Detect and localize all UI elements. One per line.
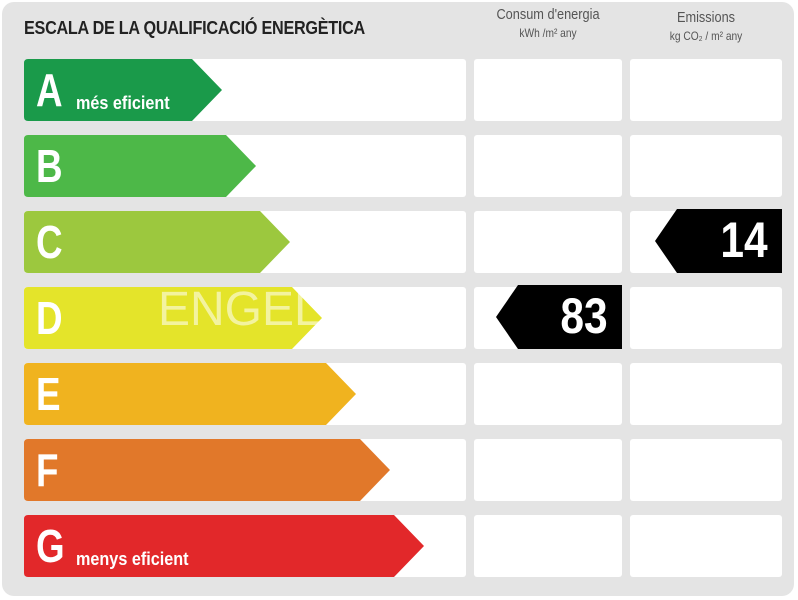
consumption-cell: [474, 515, 622, 577]
rating-arrow: [24, 211, 290, 273]
emissions-unit: kg CO₂ / m² any: [669, 29, 743, 43]
emissions-cell: [630, 439, 782, 501]
rating-letter: A: [36, 64, 63, 116]
consumption-cell: [474, 59, 622, 121]
rating-row-d: D 83: [0, 285, 798, 349]
rating-arrow: [24, 439, 390, 501]
rating-arrow: [24, 59, 222, 121]
rating-letter: B: [36, 140, 63, 192]
consumption-cell: [474, 135, 622, 197]
rating-arrow: [24, 287, 322, 349]
rating-arrow: [24, 515, 424, 577]
rating-letter: E: [36, 368, 61, 420]
consumption-label: Consum d'energia: [496, 6, 600, 23]
consumption-value: 83: [560, 288, 608, 344]
rating-arrow: [24, 135, 256, 197]
consumption-unit: kWh /m² any: [519, 26, 577, 40]
rating-row-b: B: [0, 135, 798, 197]
rating-letter: G: [36, 520, 65, 572]
rating-row-g: G menys eficient: [0, 515, 798, 577]
rating-description: menys eficient: [76, 549, 189, 569]
rating-row-c: C 14: [0, 209, 798, 273]
rating-row-a: A més eficient: [0, 59, 798, 121]
rating-arrow: [24, 363, 356, 425]
consumption-cell: [474, 211, 622, 273]
emissions-header: Emissions kg CO₂ / m² any: [641, 9, 770, 45]
rating-description: més eficient: [76, 93, 170, 113]
emissions-cell: [630, 135, 782, 197]
rating-letter: D: [36, 292, 63, 344]
emissions-cell: [630, 363, 782, 425]
consumption-cell: [474, 363, 622, 425]
consumption-cell: [474, 439, 622, 501]
emissions-value: 14: [720, 212, 768, 268]
emissions-cell: [630, 515, 782, 577]
rating-row-f: F: [0, 439, 798, 501]
emissions-label: Emissions: [676, 9, 736, 26]
rating-letter: C: [36, 216, 63, 268]
emissions-cell: [630, 287, 782, 349]
emissions-indicator: 14: [655, 209, 782, 273]
consumption-header: Consum d'energia kWh /m² any: [485, 6, 611, 42]
rating-letter: F: [36, 444, 59, 496]
rating-row-e: E: [0, 363, 798, 425]
emissions-cell: [630, 59, 782, 121]
label-title: ESCALA DE LA QUALIFICACIÓ ENERGÈTICA: [24, 18, 365, 38]
consumption-indicator: 83: [496, 285, 622, 349]
